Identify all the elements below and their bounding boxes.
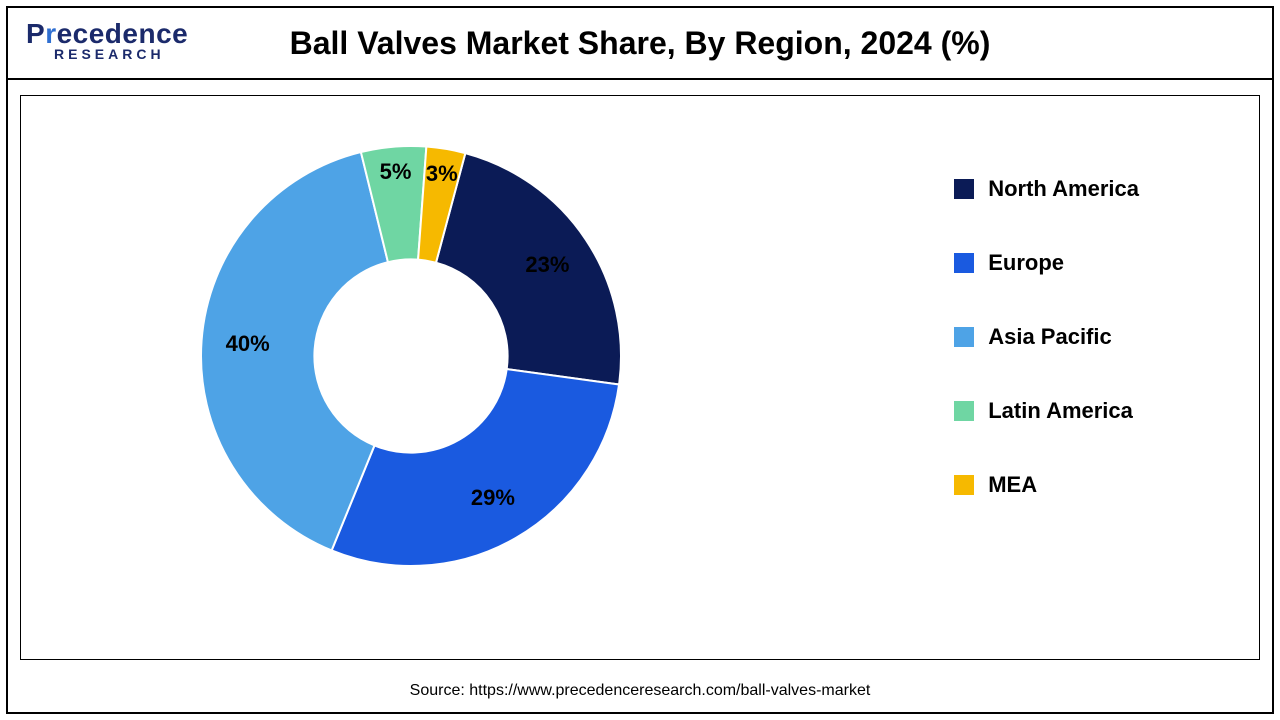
- header: Precedence RESEARCH Ball Valves Market S…: [8, 8, 1272, 80]
- slice-percent-label: 29%: [471, 485, 515, 511]
- legend-label: North America: [988, 176, 1139, 202]
- legend-label: Latin America: [988, 398, 1133, 424]
- logo-rest: ecedence: [57, 18, 189, 49]
- donut-chart: 23% 29% 40% 5% 3%: [191, 136, 631, 576]
- legend: North America Europe Asia Pacific Latin Ame…: [954, 176, 1139, 498]
- slice-percent-label: 23%: [525, 252, 569, 278]
- logo-accent: r: [45, 18, 56, 49]
- logo-subtext: RESEARCH: [54, 46, 165, 62]
- legend-label: Asia Pacific: [988, 324, 1112, 350]
- donut-hole: [314, 259, 507, 452]
- legend-item: MEA: [954, 472, 1139, 498]
- logo-top: Precedence: [26, 20, 188, 48]
- slice-percent-label: 3%: [426, 161, 458, 187]
- legend-label: Europe: [988, 250, 1064, 276]
- legend-color-box: [954, 401, 974, 421]
- legend-color-box: [954, 327, 974, 347]
- source-text: Source: https://www.precedenceresearch.c…: [0, 682, 1280, 700]
- legend-label: MEA: [988, 472, 1037, 498]
- legend-item: Europe: [954, 250, 1139, 276]
- legend-color-box: [954, 475, 974, 495]
- legend-color-box: [954, 253, 974, 273]
- chart-area: 23% 29% 40% 5% 3% North America Europe Asia Pa…: [20, 95, 1260, 660]
- legend-color-box: [954, 179, 974, 199]
- logo-prefix: P: [26, 18, 45, 49]
- slice-percent-label: 40%: [226, 331, 270, 357]
- slice-percent-label: 5%: [380, 159, 412, 185]
- chart-title: Ball Valves Market Share, By Region, 202…: [8, 25, 1272, 62]
- legend-item: North America: [954, 176, 1139, 202]
- legend-item: Asia Pacific: [954, 324, 1139, 350]
- brand-logo: Precedence RESEARCH: [26, 20, 188, 62]
- legend-item: Latin America: [954, 398, 1139, 424]
